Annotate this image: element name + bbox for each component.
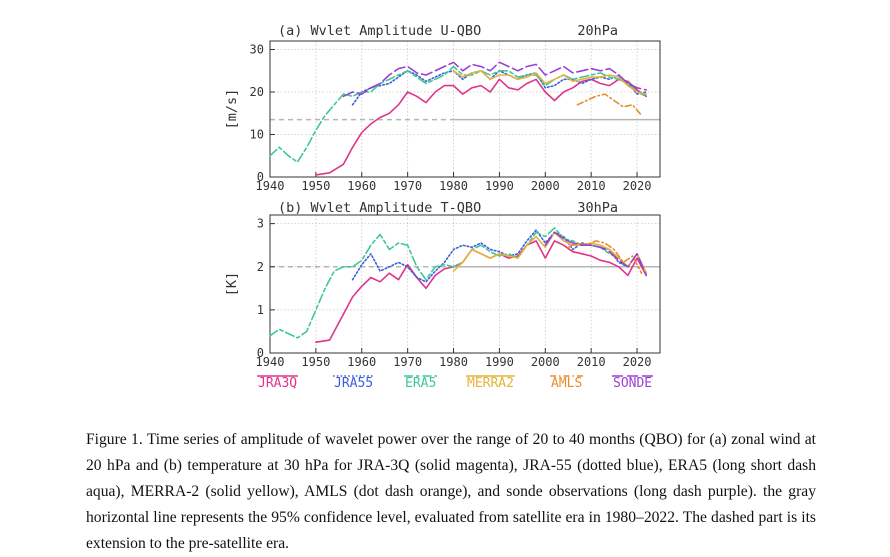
- figure-caption: Figure 1. Time series of amplitude of wa…: [86, 430, 816, 552]
- legend-label-era5: ERA5: [405, 376, 436, 391]
- legend-label-merra2: MERRA2: [467, 376, 514, 391]
- panel-title: (a) Wvlet Amplitude U-QBO: [278, 23, 481, 39]
- x-tick-label: 1970: [393, 179, 422, 193]
- plot-frame: [269, 214, 661, 354]
- x-tick-label: 1940: [256, 355, 285, 369]
- y-axis-label: [K]: [224, 272, 240, 296]
- x-tick-label: 1990: [485, 355, 514, 369]
- x-tick-label: 2000: [531, 179, 560, 193]
- y-tick-label: 3: [257, 217, 264, 231]
- y-tick-label: 2: [257, 260, 264, 274]
- pressure-level-label: 30hPa: [577, 200, 618, 216]
- y-tick-label: 0: [257, 170, 264, 184]
- x-tick-label: 1950: [301, 179, 330, 193]
- x-tick-label: 2020: [623, 179, 652, 193]
- pressure-level-label: 20hPa: [577, 23, 618, 39]
- y-tick-label: 10: [250, 128, 264, 142]
- panel-title: (b) Wvlet Amplitude T-QBO: [278, 200, 481, 216]
- x-tick-label: 1950: [301, 355, 330, 369]
- y-tick-label: 1: [257, 303, 264, 317]
- series-line-sonde: [544, 231, 648, 277]
- series-line-era5: [269, 65, 648, 163]
- figure-panels: 1940 1950 1960 1970 1980 1990 2000 2010 20200102…: [224, 23, 661, 391]
- x-tick-label: 2010: [577, 355, 606, 369]
- panel-b-temperature: 1940 1950 1960 1970 1980 1990 2000 2010 2020 0 1 2 3…: [224, 200, 661, 369]
- x-tick-label: 1980: [439, 355, 468, 369]
- figure-legend: JRA3Q JRA55 ERA5 MERRA2 AMLS SONDE: [257, 375, 653, 391]
- series-line-jra3q: [315, 78, 648, 176]
- y-axis-label: [m/s]: [224, 89, 240, 130]
- panel-a-zonal-wind: 1940 1950 1960 1970 1980 1990 2000 2010 2020 0 10 2…: [224, 23, 661, 193]
- x-tick-label: 1970: [393, 355, 422, 369]
- x-tick-label: 1960: [347, 355, 376, 369]
- x-tick-label: 1940: [256, 179, 285, 193]
- plot-frame: [269, 40, 661, 178]
- legend-label-sonde: SONDE: [613, 376, 652, 391]
- x-tick-label: 2000: [531, 355, 560, 369]
- x-tick-label: 1980: [439, 179, 468, 193]
- x-tick-label: 2010: [577, 179, 606, 193]
- series-line-jra3q: [315, 240, 648, 344]
- legend-label-jra3q: JRA3Q: [258, 376, 297, 391]
- series-line-sonde: [342, 61, 648, 98]
- y-tick-label: 20: [250, 85, 264, 99]
- series-line-amls: [576, 93, 643, 117]
- legend-label-amls: AMLS: [551, 376, 582, 391]
- legend-label-jra55: JRA55: [334, 376, 373, 391]
- y-tick-label: 30: [250, 43, 264, 57]
- x-tick-label: 1990: [485, 179, 514, 193]
- y-tick-label: 0: [257, 346, 264, 360]
- series-line-amls: [567, 240, 643, 275]
- x-tick-label: 2020: [623, 355, 652, 369]
- x-tick-label: 1960: [347, 179, 376, 193]
- series-line-merra2: [452, 70, 648, 95]
